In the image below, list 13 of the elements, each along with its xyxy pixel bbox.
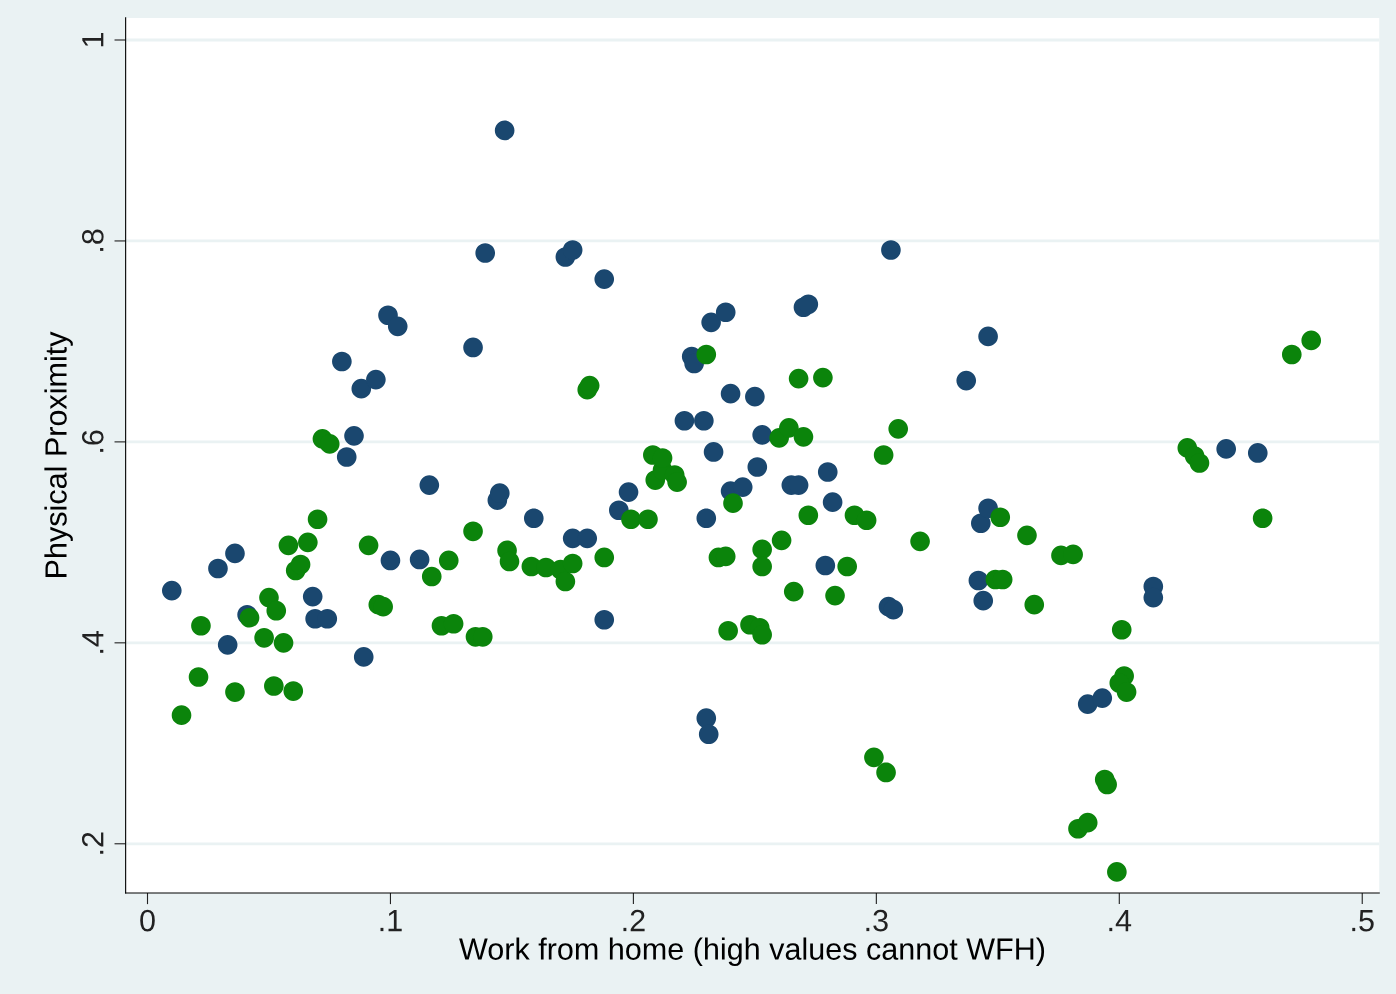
x-tick-label: .1 bbox=[380, 910, 402, 932]
x-tick-label: .3 bbox=[866, 909, 888, 932]
y-tick-label: .8 bbox=[81, 229, 104, 251]
x-axis-title: Work from home (high values cannot WFH) bbox=[459, 937, 1045, 966]
y-tick-label: .4 bbox=[82, 630, 104, 653]
y-tick-label: 1 bbox=[82, 32, 104, 47]
x-tick-label: .4 bbox=[1109, 910, 1132, 932]
x-tick-label: .2 bbox=[623, 909, 645, 932]
x-tick-label: 0 bbox=[140, 909, 155, 932]
y-tick-label: .2 bbox=[81, 832, 104, 854]
y-tick-label: .6 bbox=[81, 430, 104, 452]
y-axis-title: Physical Proximity bbox=[44, 331, 73, 577]
x-tick-label: .5 bbox=[1352, 910, 1374, 932]
